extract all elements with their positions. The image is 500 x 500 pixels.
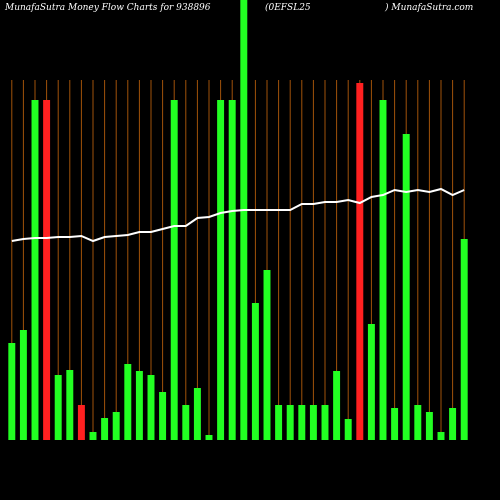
bar [251,303,259,440]
bar [228,100,236,440]
bar [286,405,294,440]
bar [43,100,51,440]
bar [321,405,329,440]
bar [66,370,74,440]
bar [193,388,201,440]
bar [135,371,143,440]
bar [344,419,352,440]
bar [54,375,62,440]
bar [391,408,399,440]
bar [159,392,167,440]
bar [77,405,85,440]
bar [101,418,109,440]
bar [217,100,225,440]
bar [19,330,27,440]
bar [89,432,97,440]
chart-subtitle: (0EFSL25 [265,2,311,13]
bar [309,405,317,440]
bar [402,134,410,440]
chart-source: ) MunafaSutra.com [384,2,473,13]
bar [449,408,457,440]
bar [379,100,387,440]
price-line [11,187,465,243]
bar [414,405,422,440]
bar [437,432,445,440]
bar [425,412,433,440]
bar [367,324,375,440]
bar [147,375,155,440]
chart-title: MunafaSutra Money Flow Charts for 938896 [4,3,211,13]
bar [112,412,120,440]
bar [240,0,248,440]
bar [31,100,39,440]
bar [356,83,364,440]
bar [275,405,283,440]
bar [298,405,306,440]
bar [8,343,16,440]
bar [263,270,271,440]
bar [182,405,190,440]
bar [460,239,468,440]
bar [124,364,132,440]
bar [333,371,341,440]
bar [205,435,213,440]
bar [170,100,178,440]
